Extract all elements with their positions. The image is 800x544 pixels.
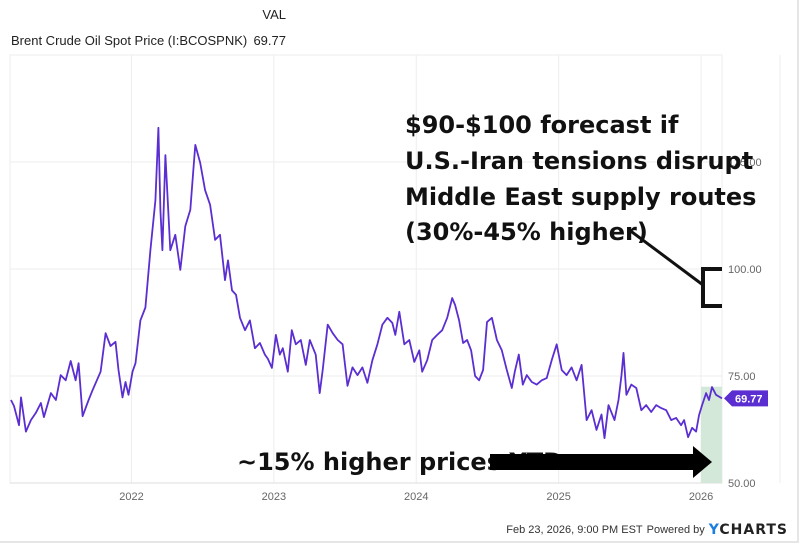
x-tick-label: 2026: [689, 491, 713, 503]
ytd-arrow-icon: [490, 446, 712, 478]
forecast-annotation: $90-$100 forecast if U.S.-Iran tensions …: [405, 111, 756, 308]
forecast-line-3: Middle East supply routes: [405, 183, 756, 211]
last-price-tag-label: 69.77: [735, 393, 763, 405]
ycharts-logo-y: Y: [708, 522, 720, 538]
ytd-annotation: ~15% higher prices YTD: [237, 446, 712, 478]
forecast-line-2: U.S.-Iran tensions disrupt: [405, 147, 753, 175]
val-column-header: VAL: [262, 7, 286, 22]
powered-by-label: Powered by: [646, 524, 705, 536]
y-axis: 50.00 75.00 100.00 125.00: [728, 157, 762, 490]
forecast-line-4: (30%-45% higher): [405, 218, 648, 246]
y-tick-label: 125.00: [728, 157, 762, 169]
ycharts-logo-text: CHARTS: [719, 522, 788, 538]
forecast-line-1: $90-$100 forecast if: [405, 111, 679, 139]
footer: Feb 23, 2026, 9:00 PM EST Powered by YCH…: [506, 522, 788, 538]
x-axis: 2022 2023 2024 2025 2026: [119, 491, 713, 503]
forecast-range-bracket: [701, 267, 722, 308]
x-tick-label: 2023: [262, 491, 286, 503]
price-line: [10, 126, 723, 439]
y-tick-label: 50.00: [728, 478, 756, 490]
last-price-tag: 69.77: [724, 390, 768, 407]
y-tick-label: 100.00: [728, 264, 762, 276]
x-tick-label: 2024: [404, 491, 428, 503]
forecast-pointer-line: [627, 227, 704, 287]
series-name[interactable]: Brent Crude Oil Spot Price (I:BCOSPNK): [11, 33, 248, 48]
y-tick-label: 75.00: [728, 371, 756, 383]
ycharts-logo[interactable]: YCHARTS: [709, 522, 788, 538]
last-price-tag-shape: [724, 390, 768, 407]
x-tick-label: 2025: [546, 491, 570, 503]
timestamp: Feb 23, 2026, 9:00 PM EST: [506, 524, 643, 536]
x-tick-label: 2022: [119, 491, 143, 503]
series-current-value: 69.77: [253, 33, 286, 48]
